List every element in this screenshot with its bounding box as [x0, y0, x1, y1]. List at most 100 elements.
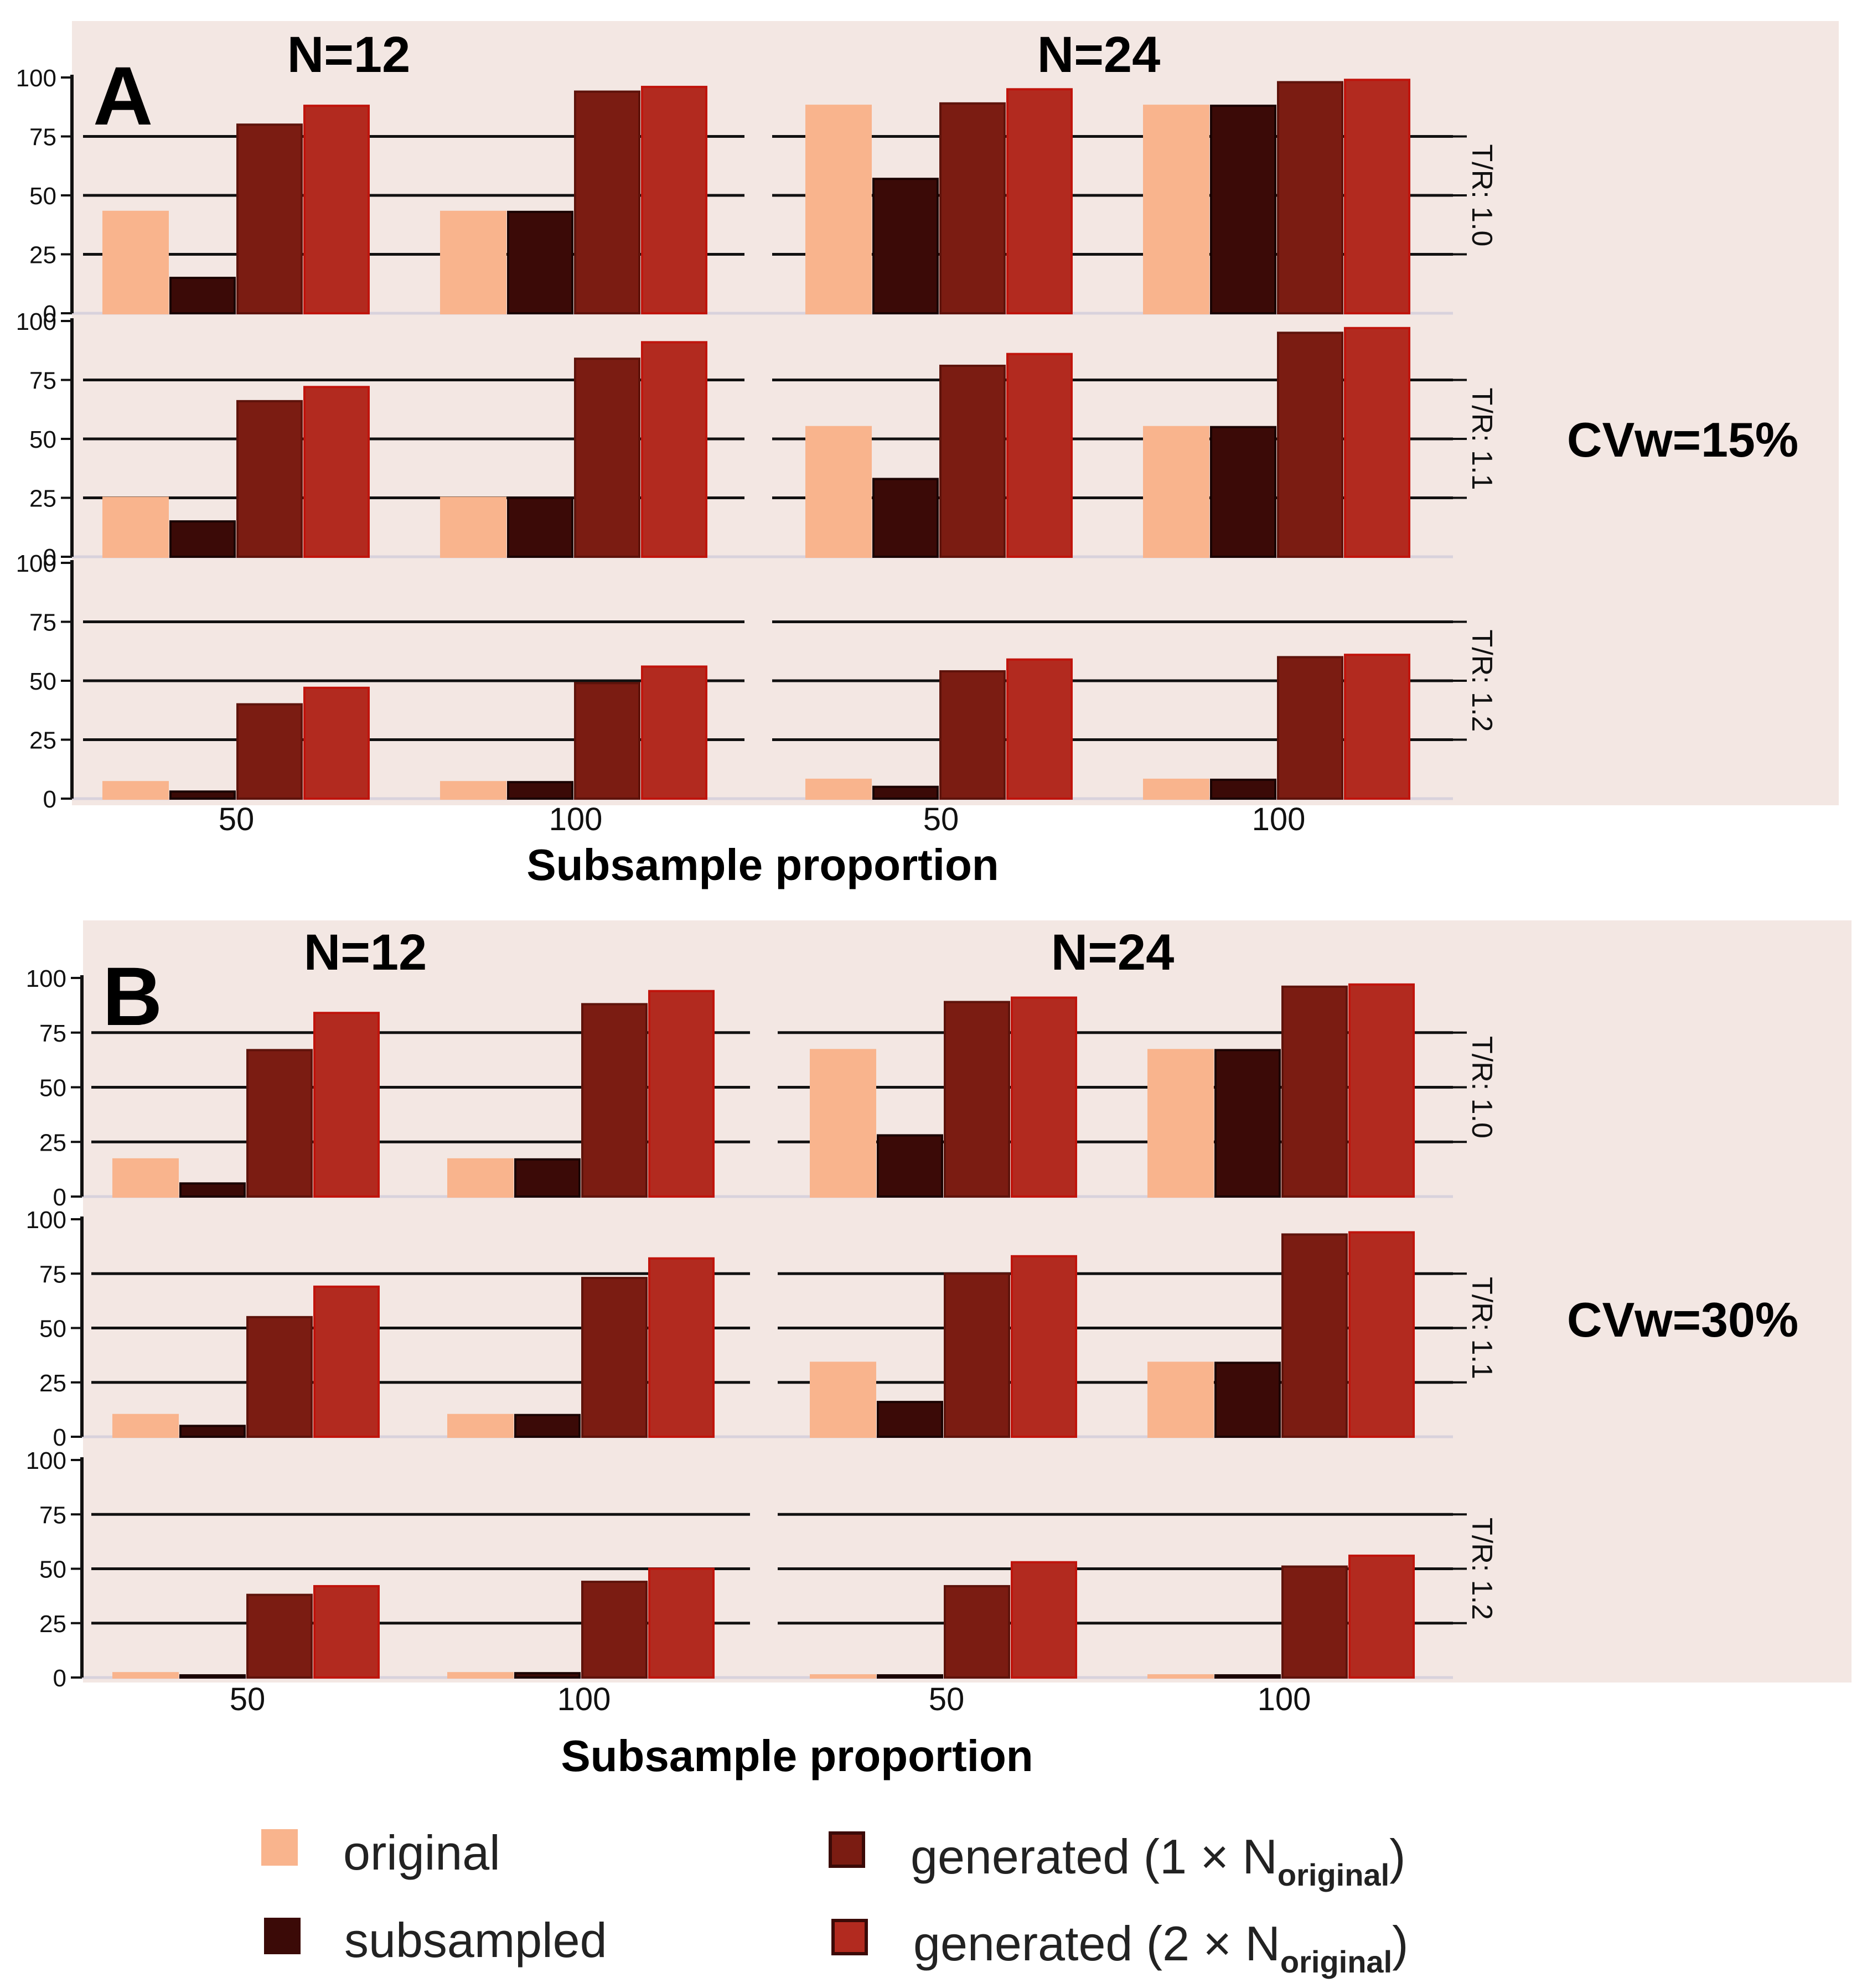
bar-original [112, 1158, 179, 1198]
bar-subsampled [179, 1674, 246, 1679]
bar-subsampled [872, 785, 939, 800]
bar-generated-1x [1281, 985, 1348, 1198]
bar-generated-1x [1281, 1233, 1348, 1438]
bar-original [805, 778, 872, 800]
bar-original [1143, 778, 1209, 800]
bar-generated-1x [939, 102, 1006, 315]
legend-label-close: ) [1389, 1829, 1405, 1884]
bar-generated-1x [574, 358, 640, 558]
x-tick-label: 100 [549, 801, 603, 837]
bar-subsampled [514, 1414, 581, 1438]
legend-label-subscript: original [1278, 1857, 1389, 1892]
legend-label-3: generated (2 × Noriginal) [913, 1916, 1408, 1979]
bar-generated-1x [581, 1581, 648, 1679]
bar-generated-1x [944, 1001, 1010, 1198]
bar-original [112, 1414, 179, 1438]
bar-generated-2x [1348, 1231, 1415, 1438]
y-tick-label: 50 [29, 426, 56, 453]
bar-generated-2x [1011, 996, 1077, 1198]
bar-original [1143, 105, 1209, 314]
x-tick-label: 100 [1258, 1681, 1311, 1717]
bar-generated-2x [303, 105, 370, 314]
legend-label-main: generated (2 × N [913, 1916, 1280, 1971]
row-label: T/R: 1.1 [1466, 1277, 1498, 1379]
bar-original [102, 781, 169, 800]
row-label: T/R: 1.0 [1466, 1036, 1498, 1138]
bar-subsampled [877, 1401, 943, 1438]
bar-subsampled [507, 781, 573, 800]
cvw-label: CVw=30% [1567, 1292, 1798, 1347]
bar-subsampled [1210, 426, 1276, 558]
bar-subsampled [179, 1425, 246, 1438]
legend-swatch-3 [831, 1919, 868, 1955]
bar-original [447, 1414, 514, 1438]
x-tick-label: 50 [929, 1681, 965, 1717]
bar-subsampled [872, 178, 939, 314]
legend-label-subscript: original [1280, 1944, 1392, 1979]
bar-subsampled [1214, 1674, 1281, 1679]
bar-subsampled [169, 520, 236, 558]
bar-generated-1x [574, 682, 640, 800]
bar-subsampled [514, 1672, 581, 1679]
bar-generated-1x [1281, 1565, 1348, 1679]
bar-generated-2x [303, 686, 370, 800]
bar-generated-2x [648, 1567, 715, 1679]
bar-generated-2x [641, 665, 707, 800]
y-tick-label: 25 [39, 1611, 66, 1638]
panel-letter: A [93, 49, 153, 142]
row-label: T/R: 1.2 [1466, 630, 1498, 732]
y-tick-label: 0 [43, 544, 56, 571]
y-tick-label: 75 [39, 1502, 66, 1529]
bar-subsampled [1214, 1361, 1281, 1438]
bar-original [805, 105, 872, 314]
bar-generated-1x [1277, 332, 1343, 558]
column-title: N=24 [1037, 27, 1161, 83]
legend-swatch-2 [829, 1831, 865, 1868]
bar-subsampled [1210, 105, 1276, 314]
bar-subsampled [179, 1182, 246, 1198]
row-label: T/R: 1.0 [1466, 144, 1498, 247]
bar-generated-1x [944, 1585, 1010, 1679]
bar-subsampled [507, 496, 573, 558]
y-tick-label: 50 [39, 1316, 66, 1343]
bar-generated-1x [1277, 81, 1343, 315]
y-tick-label: 50 [39, 1556, 66, 1583]
y-tick-label: 100 [16, 65, 56, 92]
y-tick-label: 100 [16, 550, 56, 577]
bar-original [1147, 1674, 1214, 1679]
bar-subsampled [169, 790, 236, 800]
bar-subsampled [169, 277, 236, 315]
bar-generated-1x [236, 400, 303, 558]
legend-label-1: subsampled [344, 1913, 607, 1968]
bar-original [1147, 1049, 1214, 1198]
bar-subsampled [872, 478, 939, 558]
x-tick-label: 100 [557, 1681, 611, 1717]
bar-subsampled [877, 1674, 943, 1679]
panel-letter: B [102, 950, 162, 1043]
y-tick-label: 0 [53, 1665, 66, 1692]
x-tick-label: 50 [230, 1681, 266, 1717]
bar-generated-2x [313, 1012, 380, 1198]
bar-generated-1x [581, 1003, 648, 1198]
bar-original [102, 496, 169, 558]
bar-generated-1x [581, 1277, 648, 1438]
legend-swatch-0 [261, 1829, 298, 1866]
bar-original [805, 426, 872, 558]
bar-original [112, 1672, 179, 1679]
y-tick-label: 50 [29, 668, 56, 695]
bar-generated-2x [1006, 88, 1073, 315]
y-tick-label: 50 [29, 183, 56, 210]
y-tick-label: 0 [53, 1424, 66, 1451]
bar-generated-2x [313, 1585, 380, 1679]
x-axis-label: Subsample proportion [561, 1731, 1033, 1780]
x-axis-label: Subsample proportion [526, 840, 999, 889]
bar-original [440, 210, 506, 314]
y-tick-label: 50 [39, 1075, 66, 1102]
bar-generated-1x [944, 1272, 1010, 1438]
bar-original [102, 210, 169, 314]
bar-generated-2x [1006, 658, 1073, 800]
bar-generated-1x [574, 90, 640, 314]
x-tick-label: 50 [923, 801, 959, 837]
